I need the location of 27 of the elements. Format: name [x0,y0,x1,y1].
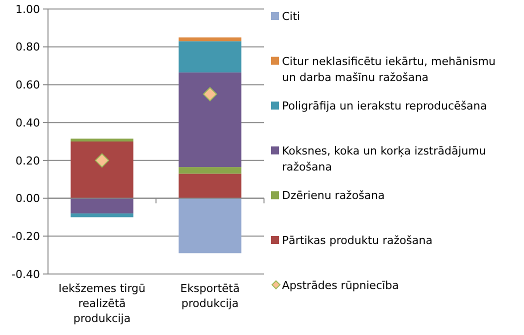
bar [70,138,134,142]
bar [70,142,134,198]
x-tick-label: Eksportētā produkcija [180,282,240,310]
bar [178,41,242,72]
legend-label: Poligrāfija un ierakstu reproducēšana [282,100,487,113]
bar [70,213,134,218]
bar [178,37,242,42]
bar [178,198,242,254]
bar [178,174,242,198]
y-tick-label: 0.40 [16,116,40,130]
legend-label: Pārtikas produktu ražošana [282,234,432,247]
y-tick-label: 0.00 [16,192,40,206]
x-tick-label: Iekšzemes tirgū realizētā produkcija [58,282,146,325]
bar [178,72,242,168]
legend-label: Dzērienu ražošana [282,189,385,202]
y-tick-label: -0.20 [12,230,40,243]
bar [178,167,242,174]
legend-label: Citur neklasificētu iekārtu, mehānismu un darba mašīnu ražošana [282,54,496,84]
y-tick-label: 0.20 [16,154,40,168]
y-tick-label: 1.00 [16,2,40,16]
y-tick-label: 0.60 [16,78,40,92]
legend-label: Apstrādes rūpniecība [282,278,399,292]
y-tick-label: 0.80 [16,40,40,54]
legend-label: Koksnes, koka un korķa izstrādājumu ražošana [282,144,486,174]
bar [70,198,134,214]
legend-label: Citi [282,10,300,23]
y-tick-label: -0.40 [12,268,40,281]
